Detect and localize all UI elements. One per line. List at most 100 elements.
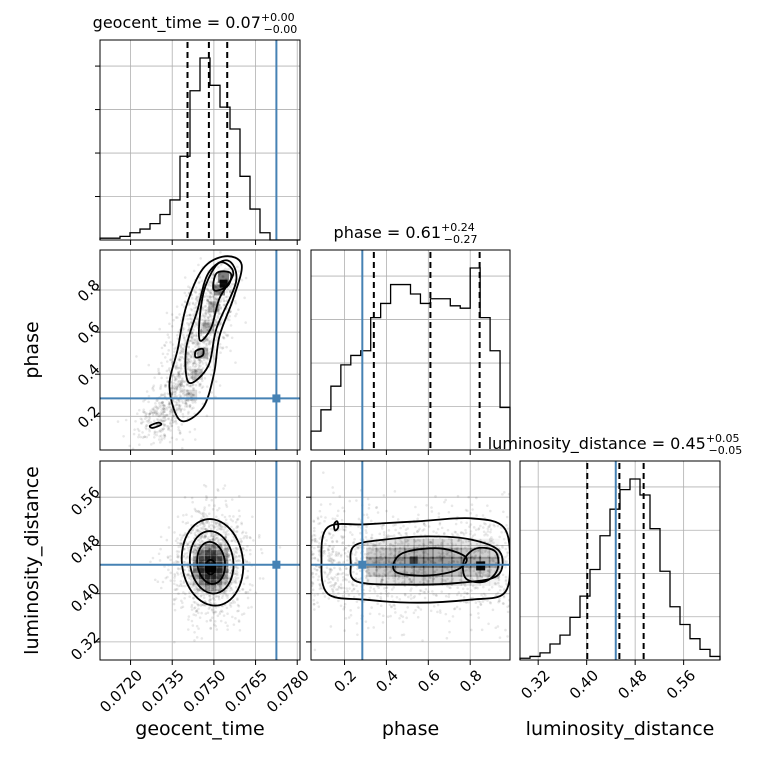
sample-point xyxy=(316,516,320,519)
sample-point xyxy=(218,527,222,531)
sample-point xyxy=(166,352,169,356)
sample-point xyxy=(212,302,216,306)
sample-point xyxy=(175,386,178,389)
sample-point xyxy=(210,281,213,285)
sample-point xyxy=(207,316,210,319)
sample-point xyxy=(201,554,204,557)
sample-point xyxy=(203,508,206,511)
sample-point xyxy=(221,561,224,564)
sample-point xyxy=(203,295,207,298)
hist-frame xyxy=(519,460,721,661)
sample-point xyxy=(163,423,167,427)
sample-point xyxy=(342,509,346,513)
sample-point xyxy=(210,276,214,280)
sample-point xyxy=(197,263,200,267)
sample-point xyxy=(182,384,185,388)
sample-point xyxy=(194,401,197,404)
sample-point xyxy=(174,420,177,423)
sample-point xyxy=(189,404,192,407)
sample-point xyxy=(234,546,238,550)
sample-point xyxy=(199,566,203,570)
sample-point xyxy=(230,525,233,529)
sample-point xyxy=(230,283,234,286)
sample-point xyxy=(312,598,316,602)
sample-point xyxy=(215,554,219,558)
sample-point xyxy=(142,408,146,411)
sample-point xyxy=(321,591,325,595)
sample-point xyxy=(344,617,348,620)
sample-point xyxy=(166,413,169,417)
sample-point xyxy=(160,428,164,431)
sample-point xyxy=(199,331,203,335)
sample-point xyxy=(159,385,162,389)
sample-point xyxy=(331,590,335,594)
sample-point xyxy=(348,499,352,503)
sample-point xyxy=(212,576,215,579)
sample-point xyxy=(161,407,165,410)
sample-point xyxy=(182,333,185,337)
sample-point xyxy=(211,554,215,558)
sample-point xyxy=(190,515,194,518)
sample-point xyxy=(178,358,182,362)
sample-point xyxy=(167,417,171,420)
sample-point xyxy=(203,545,206,549)
sample-point xyxy=(171,416,174,420)
sample-point xyxy=(202,586,206,590)
sample-point xyxy=(161,400,164,404)
sample-point xyxy=(160,364,164,368)
sample-point xyxy=(212,594,215,598)
sample-point xyxy=(165,413,169,417)
sample-point xyxy=(228,290,232,293)
sample-point xyxy=(191,331,194,335)
sample-point xyxy=(200,329,203,333)
sample-point xyxy=(211,368,215,372)
sample-point xyxy=(202,321,205,325)
sample-point xyxy=(194,555,197,559)
sample-point xyxy=(343,577,347,581)
sample-point xyxy=(200,329,203,332)
sample-point xyxy=(143,417,147,421)
sample-point xyxy=(432,593,435,596)
sample-point xyxy=(168,402,172,405)
sample-point xyxy=(343,629,346,632)
sample-point xyxy=(173,579,176,582)
sample-point xyxy=(205,555,209,559)
sample-point xyxy=(142,399,145,403)
sample-point xyxy=(180,384,184,387)
sample-point xyxy=(204,548,207,552)
scatter-frame xyxy=(99,249,301,451)
sample-point xyxy=(152,411,155,415)
sample-point xyxy=(153,406,156,410)
sample-point xyxy=(336,572,340,575)
sample-point xyxy=(208,586,212,589)
sample-point xyxy=(224,592,228,595)
sample-point xyxy=(170,390,173,393)
sample-point xyxy=(214,553,217,557)
sample-point xyxy=(186,317,189,321)
sample-point xyxy=(195,296,199,299)
sample-point xyxy=(186,398,189,402)
sample-point xyxy=(181,399,184,403)
sample-point xyxy=(216,570,219,574)
sample-point xyxy=(187,367,190,371)
sample-point xyxy=(238,628,242,632)
sample-point xyxy=(215,336,219,340)
sample-point xyxy=(221,567,225,570)
sample-point xyxy=(182,391,185,395)
sample-point xyxy=(141,420,145,424)
sample-point xyxy=(188,361,191,364)
sample-point xyxy=(181,584,184,588)
sample-point xyxy=(210,280,214,283)
sample-point xyxy=(447,595,451,599)
sample-point xyxy=(175,387,179,391)
sample-point xyxy=(143,435,146,439)
sample-point xyxy=(163,404,166,407)
sample-point xyxy=(162,404,165,408)
sample-point xyxy=(432,604,436,608)
sample-point xyxy=(471,508,474,511)
sample-point xyxy=(204,543,208,547)
sample-point xyxy=(505,524,508,527)
density-cell xyxy=(191,368,203,380)
sample-point xyxy=(161,403,164,406)
sample-point xyxy=(178,355,182,359)
